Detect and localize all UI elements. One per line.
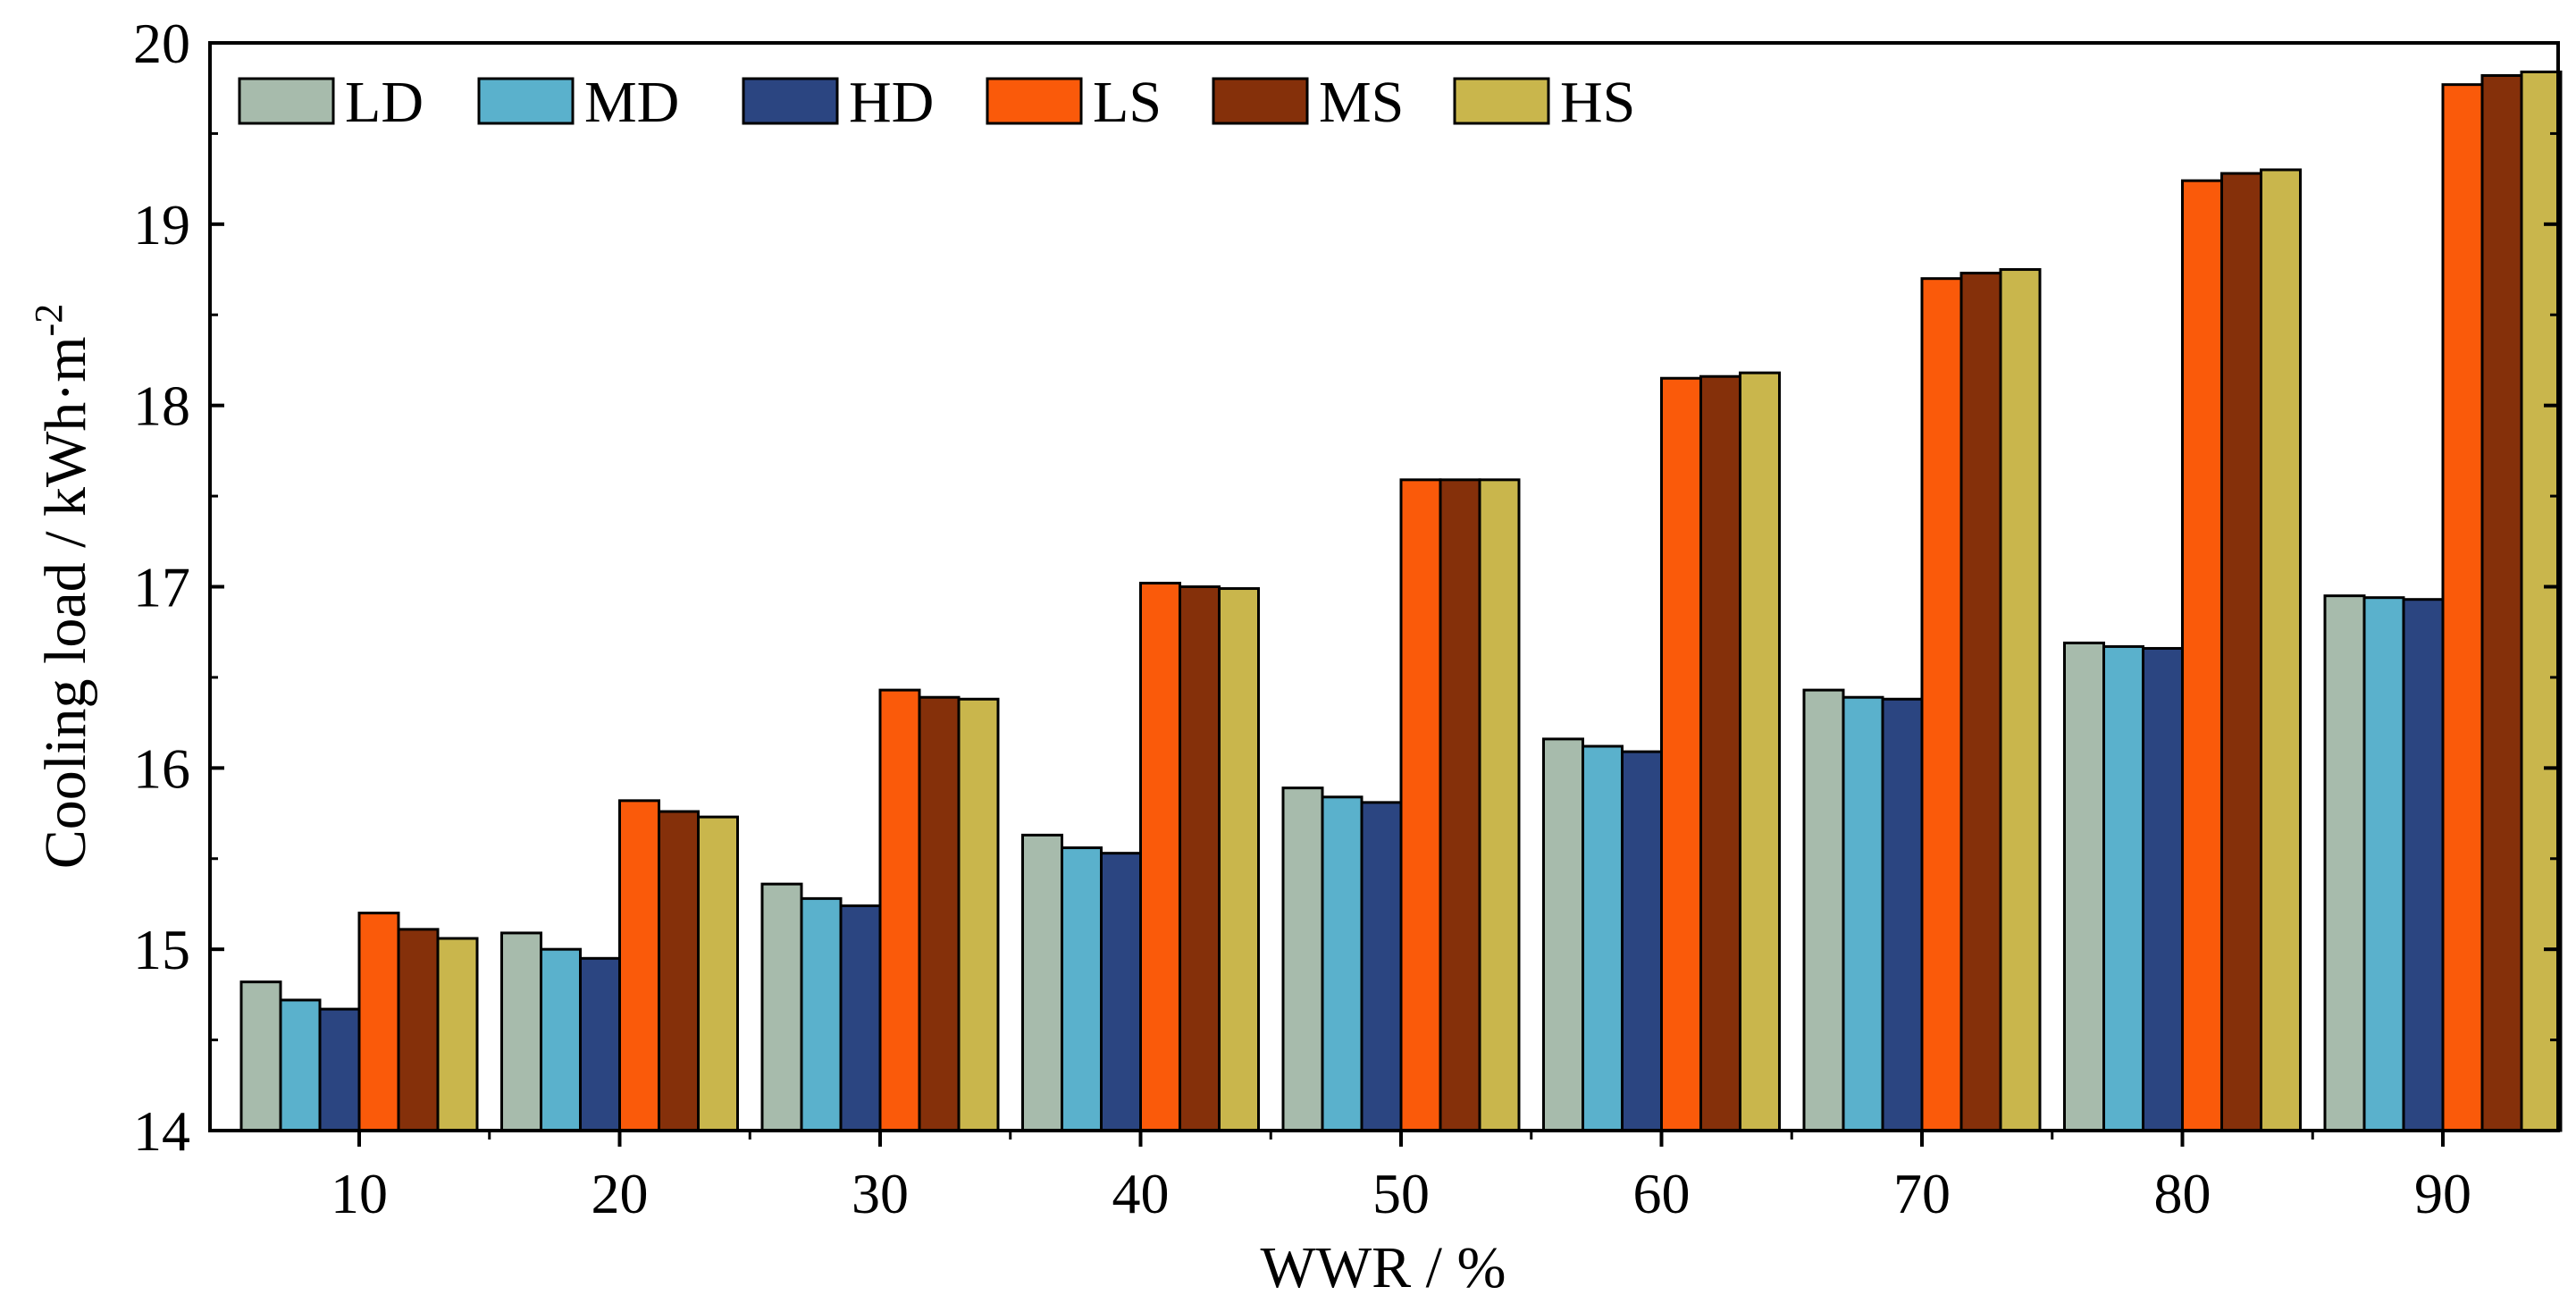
bar-hs-20 xyxy=(697,815,739,1132)
bar-ld-20 xyxy=(500,931,542,1132)
bar-md-80 xyxy=(2102,644,2144,1132)
bar-md-20 xyxy=(540,947,582,1132)
bar-ld-10 xyxy=(239,980,282,1132)
y-tick-label-19: 19 xyxy=(133,193,190,257)
y-tick-label-16: 16 xyxy=(133,736,190,800)
y-tick-label-18: 18 xyxy=(133,374,190,438)
axes-layer: 14 15 16 17 18 19 20 10 20 30 40 50 60 70 80 90 xyxy=(133,12,2560,1225)
x-tick-label-70: 70 xyxy=(1893,1162,1951,1225)
legend-label-ls: LS xyxy=(1093,70,1162,135)
legend-swatch-ld xyxy=(238,77,335,125)
y-axis-title: Cooling load / kWh·m-2 xyxy=(27,304,98,869)
bar-hs-90 xyxy=(2520,70,2563,1132)
legend-label-hs: HS xyxy=(1560,70,1635,135)
bar-ls-20 xyxy=(618,799,660,1132)
bar-hd-70 xyxy=(1881,697,1924,1132)
legend-label-ms: MS xyxy=(1319,70,1404,135)
x-tick-label-80: 80 xyxy=(2154,1162,2211,1225)
bar-ls-60 xyxy=(1660,376,1702,1132)
y-axis-title-sup: -2 xyxy=(27,304,71,337)
x-tick-label-30: 30 xyxy=(852,1162,909,1225)
x-tick-label-50: 50 xyxy=(1372,1162,1430,1225)
bar-ms-80 xyxy=(2220,172,2262,1132)
bar-hs-70 xyxy=(1999,268,2042,1132)
bar-ms-10 xyxy=(397,928,440,1132)
bar-hs-60 xyxy=(1739,371,1781,1132)
bar-md-40 xyxy=(1061,846,1103,1132)
bar-hs-30 xyxy=(957,697,1000,1132)
bar-hs-40 xyxy=(1218,587,1260,1132)
x-axis-title: WWR / % xyxy=(1261,1235,1506,1300)
x-tick-label-10: 10 xyxy=(331,1162,388,1225)
x-tick-label-20: 20 xyxy=(592,1162,649,1225)
bar-ls-10 xyxy=(357,912,400,1132)
x-tick-label-40: 40 xyxy=(1112,1162,1170,1225)
bar-ld-70 xyxy=(1802,688,1845,1132)
bar-ms-90 xyxy=(2480,74,2523,1132)
bar-ld-40 xyxy=(1021,833,1063,1132)
bar-ls-90 xyxy=(2441,83,2484,1132)
bar-hd-30 xyxy=(839,904,882,1132)
bar-ms-50 xyxy=(1439,478,1481,1132)
bar-ms-60 xyxy=(1699,374,1741,1132)
bar-ld-50 xyxy=(1281,786,1324,1132)
y-tick-label-15: 15 xyxy=(133,918,190,981)
bar-hd-50 xyxy=(1360,801,1403,1132)
bar-ls-40 xyxy=(1139,581,1181,1132)
bar-ls-30 xyxy=(878,688,921,1132)
legend-swatch-md xyxy=(477,77,575,125)
y-tick-label-14: 14 xyxy=(133,1099,190,1163)
y-tick-label-20: 20 xyxy=(133,12,190,75)
bar-hd-60 xyxy=(1621,750,1663,1132)
bar-ms-40 xyxy=(1179,585,1221,1132)
bar-md-30 xyxy=(800,896,843,1132)
legend-swatch-ms xyxy=(1212,77,1309,125)
legend-label-ld: LD xyxy=(345,70,424,135)
x-tick-label-60: 60 xyxy=(1633,1162,1691,1225)
bar-ms-30 xyxy=(918,695,961,1132)
bar-hd-10 xyxy=(318,1007,361,1132)
bar-md-60 xyxy=(1582,744,1624,1132)
bar-ls-80 xyxy=(2181,179,2223,1132)
bars-layer xyxy=(239,70,2563,1132)
legend-label-hd: HD xyxy=(849,70,934,135)
bar-hs-80 xyxy=(2260,168,2302,1132)
legend-swatch-hd xyxy=(742,77,839,125)
bar-hd-40 xyxy=(1100,852,1142,1132)
bar-ms-20 xyxy=(658,810,700,1132)
bar-ls-70 xyxy=(1920,277,1963,1132)
bar-md-70 xyxy=(1842,695,1884,1132)
legend-swatch-hs xyxy=(1453,77,1550,125)
bar-hs-10 xyxy=(436,937,479,1132)
legend-label-md: MD xyxy=(584,70,679,135)
x-tick-label-90: 90 xyxy=(2414,1162,2471,1225)
bar-ls-50 xyxy=(1399,478,1442,1132)
bar-ld-90 xyxy=(2323,594,2366,1132)
bar-hs-50 xyxy=(1478,478,1521,1132)
bar-md-10 xyxy=(279,998,322,1132)
bar-md-50 xyxy=(1321,795,1364,1132)
bar-ld-30 xyxy=(760,882,803,1132)
legend: LD MD HD LS MS HS xyxy=(238,70,1635,135)
y-tick-label-17: 17 xyxy=(133,556,190,619)
bar-hd-80 xyxy=(2142,646,2184,1132)
bar-ld-60 xyxy=(1542,737,1584,1132)
bar-hd-20 xyxy=(579,956,621,1132)
bar-ld-80 xyxy=(2063,641,2105,1132)
y-axis-title-main: Cooling load / kWh·m xyxy=(33,336,98,869)
bar-hd-90 xyxy=(2402,598,2445,1132)
bar-ms-70 xyxy=(1959,272,2002,1132)
legend-swatch-ls xyxy=(986,77,1083,125)
bar-md-90 xyxy=(2362,596,2405,1132)
